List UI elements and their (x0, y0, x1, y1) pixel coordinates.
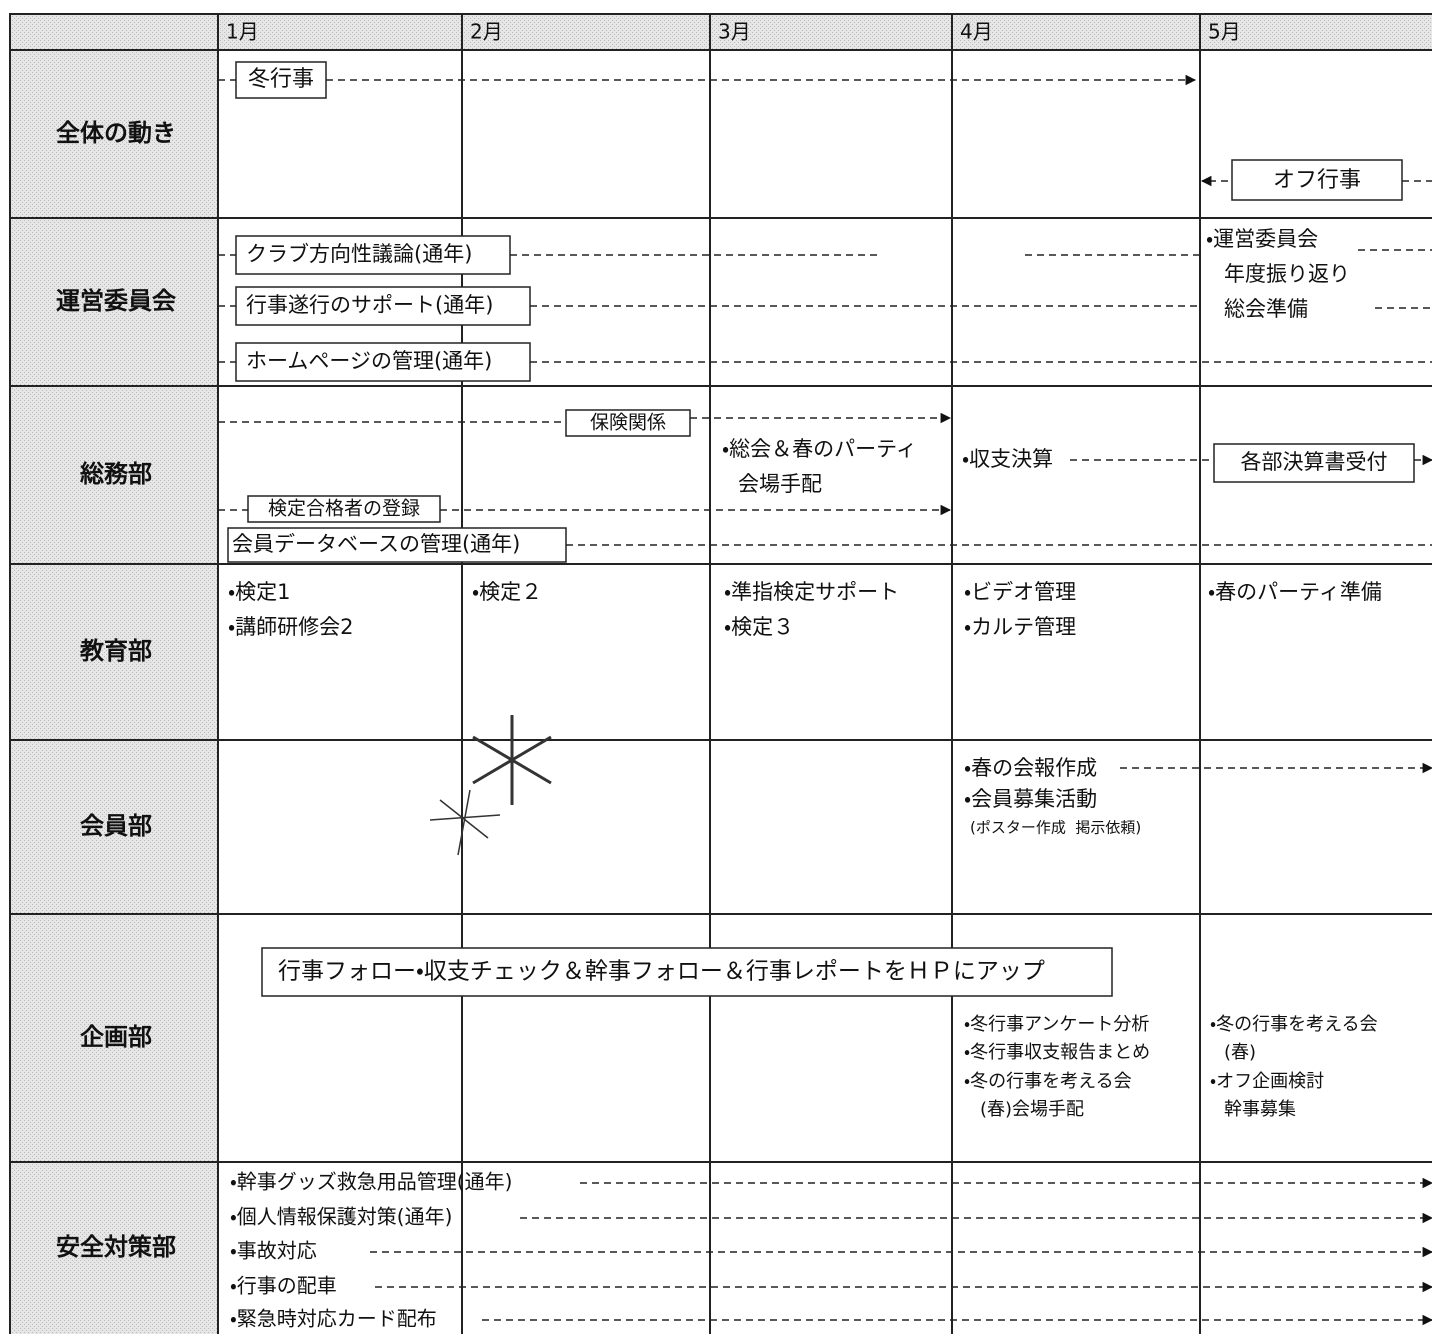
label: 年度振り返り (1224, 262, 1350, 286)
label: ・オフ企画検討 (1210, 1071, 1324, 1092)
label: ・冬の行事を考える会 (964, 1071, 1132, 1092)
label: ・春のパーティ準備 (1208, 580, 1382, 604)
label: 総務部 (80, 460, 152, 488)
grid (9, 13, 1432, 1334)
label: 安全対策部 (56, 1233, 176, 1261)
label: ・個人情報保護対策(通年) (230, 1205, 452, 1229)
label: 2月 (470, 20, 503, 44)
label: 1月 (226, 20, 259, 44)
label: クラブ方向性議論(通年) (246, 242, 472, 266)
header-row (218, 14, 1432, 50)
label: (春)会場手配 (980, 1099, 1084, 1120)
label: ・冬行事収支報告まとめ (964, 1042, 1150, 1063)
label: 会員データベースの管理(通年) (232, 532, 520, 556)
label: ・行事の配車 (230, 1274, 337, 1298)
label: 会場手配 (738, 472, 822, 496)
label: 各部決算書受付 (1241, 450, 1388, 474)
label: 3月 (718, 20, 751, 44)
label: 行事フォロー・収支チェック＆幹事フォロー＆行事レポートをＨＰにアップ (278, 959, 1045, 985)
label: ・緊急時対応カード配布 (230, 1307, 437, 1331)
item-box (235, 342, 531, 382)
label: ・準指検定サポート (724, 580, 899, 604)
label: オフ行事 (1273, 168, 1361, 193)
item-box (235, 61, 327, 99)
snowflake (429, 715, 552, 856)
label: ・検定1 (228, 580, 291, 604)
item-box (565, 409, 691, 437)
label: ・事故対応 (230, 1239, 317, 1263)
label: ・講師研修会2 (228, 615, 354, 639)
label: 教育部 (79, 637, 152, 665)
label: 会員部 (80, 812, 152, 840)
item-box (227, 527, 567, 563)
item-box (235, 235, 511, 275)
label: ・春の会報作成 (964, 756, 1097, 780)
connectors (218, 74, 1432, 1326)
item-box (1213, 443, 1415, 483)
label: ・運営委員会 (1206, 227, 1318, 251)
label: 検定合格者の登録 (268, 498, 420, 520)
label: ホームページの管理(通年) (246, 349, 492, 373)
label: 4月 (960, 20, 993, 44)
label: 企画部 (80, 1023, 152, 1051)
label: 運営委員会 (56, 287, 177, 315)
label: ・総会＆春のパーティ (722, 437, 917, 461)
item-box (247, 495, 441, 523)
label: ・カルテ管理 (964, 615, 1076, 639)
label: ・会員募集活動 (964, 787, 1097, 811)
label: ・ビデオ管理 (964, 580, 1076, 604)
label: ・検定３ (724, 615, 794, 639)
label: ・幹事グッズ救急用品管理(通年) (230, 1170, 512, 1194)
item-box (1231, 159, 1403, 201)
label: 行事遂行のサポート(通年) (246, 293, 493, 317)
label: ・冬の行事を考える会 (1210, 1014, 1378, 1035)
label: 冬行事 (248, 67, 314, 92)
label-column (10, 14, 218, 1334)
label: 保険関係 (590, 412, 666, 434)
item-box (235, 286, 531, 326)
label: (ポスター作成 掲示依頼) (970, 819, 1141, 837)
label: 5月 (1208, 20, 1241, 44)
label: (春) (1224, 1042, 1256, 1063)
label: 全体の動き (56, 119, 176, 147)
label: ・冬行事アンケート分析 (964, 1014, 1149, 1035)
label: ・検定２ (472, 580, 542, 604)
label: 幹事募集 (1224, 1099, 1296, 1120)
label: ・収支決算 (962, 447, 1053, 471)
item-box (261, 947, 1113, 997)
label: 総会準備 (1224, 297, 1308, 321)
